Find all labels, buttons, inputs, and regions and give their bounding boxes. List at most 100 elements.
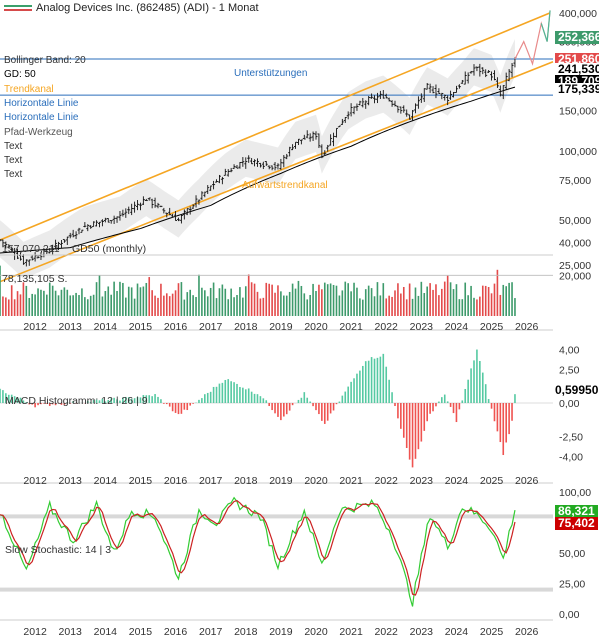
macd-bar <box>347 386 349 403</box>
macd-tick: 2,50 <box>559 365 580 377</box>
volume-bar <box>362 299 364 316</box>
macd-bar <box>51 403 54 405</box>
volume-tick: 20,000 <box>559 270 591 282</box>
legend-item[interactable]: GD: 50 <box>4 69 36 81</box>
macd-bar <box>192 403 194 404</box>
volume-bar <box>461 299 464 316</box>
macd-bar <box>101 398 104 403</box>
macd-bar <box>242 387 244 403</box>
macd-bar <box>370 357 373 403</box>
volume-bar <box>236 295 238 316</box>
macd-bar <box>206 392 209 403</box>
macd-bar <box>449 403 452 407</box>
x-tick-mid: 2024 <box>445 475 469 487</box>
macd-bar <box>46 403 48 404</box>
volume-tick: 25,000 <box>559 260 591 272</box>
volume-bar <box>367 285 370 316</box>
macd-bar <box>268 403 270 407</box>
volume-bar <box>505 286 507 316</box>
macd-bar <box>247 388 250 403</box>
macd-bar <box>364 361 367 403</box>
macd-bar <box>63 403 66 405</box>
macd-bar <box>467 379 469 403</box>
legend-item[interactable]: Text <box>4 155 23 167</box>
x-tick-top: 2026 <box>515 321 539 333</box>
macd-bar <box>362 365 364 403</box>
volume-bar <box>283 295 285 316</box>
x-tick-bottom: 2015 <box>129 626 153 638</box>
volume-bar <box>5 297 7 316</box>
x-tick-mid: 2021 <box>339 475 363 487</box>
volume-bar <box>84 297 86 316</box>
volume-bar <box>43 290 45 316</box>
macd-bar <box>382 353 385 403</box>
volume-bar <box>198 274 200 316</box>
macd-bar <box>312 403 314 407</box>
volume-bar <box>300 285 303 316</box>
volume-bar <box>285 295 288 316</box>
macd-bar <box>22 400 25 403</box>
volume-bar <box>402 286 405 316</box>
volume-bar <box>464 282 467 316</box>
legend-item[interactable]: Bollinger Band: 20 <box>4 55 86 66</box>
volume-bar <box>89 295 92 316</box>
volume-bar <box>16 291 19 316</box>
macd-bar <box>493 403 496 422</box>
macd-bar <box>37 403 39 406</box>
volume-bar <box>104 291 107 316</box>
macd-bar <box>92 399 95 403</box>
volume-bar <box>356 287 358 316</box>
volume-bar <box>72 295 74 316</box>
macd-bar <box>329 403 332 414</box>
volume-bar <box>239 287 241 316</box>
volume-bar <box>411 298 414 316</box>
volume-bar <box>122 282 124 316</box>
price-label: 241,530 <box>555 63 599 76</box>
legend-item[interactable]: Text <box>4 169 23 181</box>
stoch-tick: 0,00 <box>559 609 580 621</box>
volume-bar <box>46 294 48 316</box>
macd-bar <box>66 402 69 403</box>
legend-item[interactable]: Text <box>4 140 23 152</box>
macd-bar <box>435 403 437 407</box>
volume-bar <box>40 289 42 316</box>
volume-bar <box>127 286 130 316</box>
volume-bar <box>397 283 399 316</box>
x-tick-top: 2013 <box>59 321 83 333</box>
macd-bar <box>350 381 352 403</box>
macd-bar <box>40 403 42 405</box>
macd-bar <box>236 383 238 403</box>
support-label: Unterstützungen <box>234 68 307 79</box>
legend-item[interactable]: Pfad-Werkzeug <box>4 126 73 138</box>
volume-bar <box>373 296 376 316</box>
macd-bar <box>505 403 507 443</box>
x-tick-bottom: 2021 <box>339 626 363 638</box>
legend-item[interactable]: Trendkanal <box>4 83 54 95</box>
volume-bar <box>215 298 218 316</box>
volume-bar <box>174 290 177 316</box>
macd-bar <box>7 394 10 403</box>
legend-item[interactable]: Horizontale Linie <box>4 97 79 109</box>
macd-bar <box>323 403 326 424</box>
volume-bar <box>323 282 326 316</box>
macd-bar <box>318 403 320 415</box>
macd-bar <box>309 401 311 403</box>
macd-bar <box>107 399 110 403</box>
volume-bar <box>452 289 455 316</box>
macd-tick: 0,00 <box>559 398 580 410</box>
x-tick-bottom: 2022 <box>375 626 399 638</box>
volume-bar <box>242 297 244 316</box>
legend-item[interactable]: Horizontale Linie <box>4 112 79 124</box>
macd-bar <box>441 397 443 403</box>
macd-bar <box>256 394 259 403</box>
macd-tick: 4,00 <box>559 344 580 356</box>
volume-bar <box>341 290 344 316</box>
volume-bar <box>221 284 224 316</box>
volume-bar <box>154 295 156 316</box>
macd-bar <box>163 403 165 404</box>
volume-bar <box>218 288 221 316</box>
x-tick-top: 2019 <box>269 321 293 333</box>
macd-bar <box>224 379 227 403</box>
macd-bar <box>484 384 487 403</box>
macd-bar <box>171 403 174 412</box>
